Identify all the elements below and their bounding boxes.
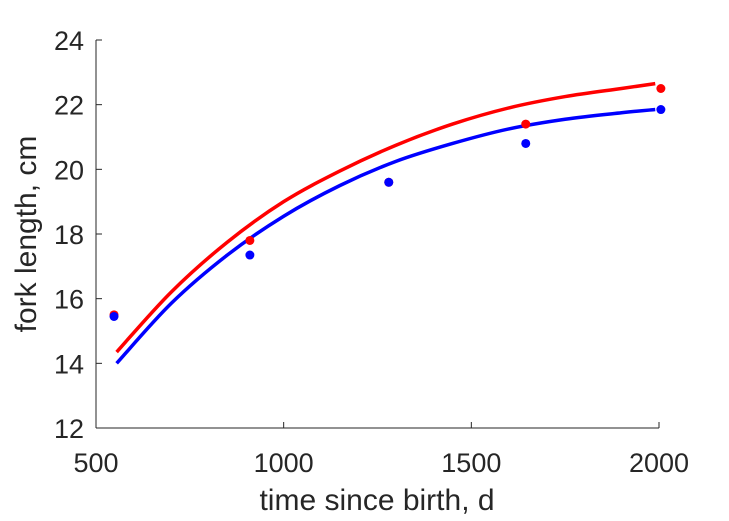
- y-tick-label: 14: [54, 349, 84, 379]
- data-point-1: [656, 84, 666, 93]
- x-tick-label: 2000: [629, 448, 689, 478]
- fit-curve-1: [115, 81, 656, 354]
- y-tick-label: 20: [54, 155, 84, 185]
- y-tick-label: 22: [54, 91, 84, 121]
- plot-marks: [109, 81, 666, 365]
- x-tick-label: 500: [73, 448, 118, 478]
- y-tick-label: 18: [54, 220, 84, 250]
- y-tick-label: 16: [54, 285, 84, 315]
- data-point-2: [521, 138, 531, 148]
- y-tick-label: 24: [54, 26, 84, 56]
- fit-curve-2: [115, 107, 656, 365]
- data-point-1: [245, 235, 255, 245]
- tick-labels: 500 1000 1500 2000 12 14 16 18 20 22 24: [54, 26, 689, 478]
- y-axis-label: fork length, cm: [10, 136, 43, 333]
- data-point-2: [656, 105, 666, 115]
- data-point-1: [521, 119, 531, 129]
- data-point-2: [109, 311, 119, 321]
- x-tick-label: 1000: [254, 448, 314, 478]
- axes: [95, 39, 660, 429]
- data-point-2: [245, 250, 255, 260]
- x-axis-label: time since birth, d: [259, 484, 494, 517]
- x-tick-label: 1500: [441, 448, 501, 478]
- data-point-2: [384, 177, 394, 187]
- y-tick-label: 12: [54, 414, 84, 444]
